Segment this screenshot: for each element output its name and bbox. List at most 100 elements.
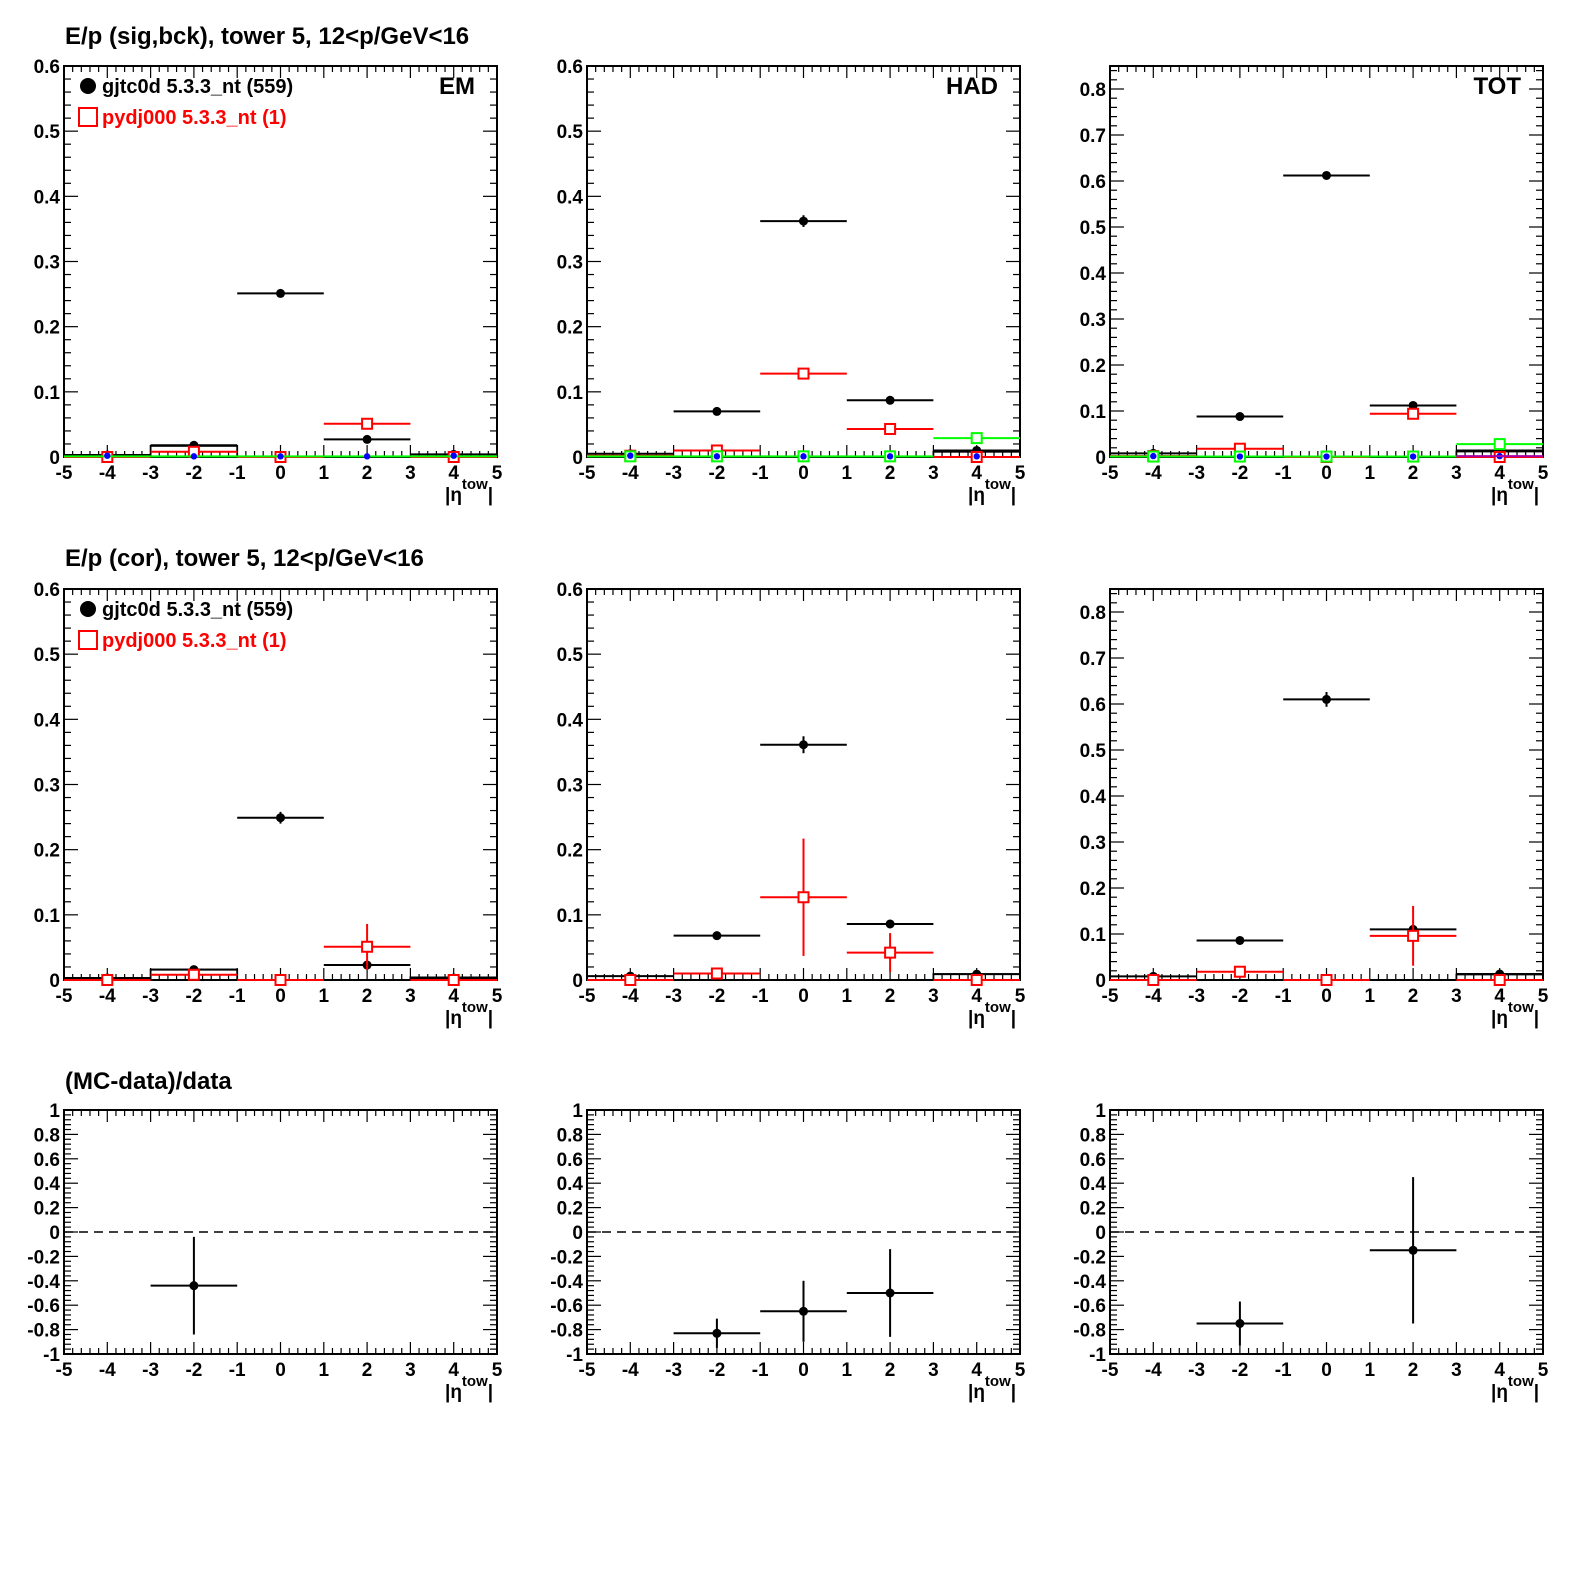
x-axis-title-main: |η (445, 1008, 462, 1029)
x-tick-label: 4 (971, 986, 982, 1007)
y-tick-label: 0 (1095, 971, 1106, 992)
x-tick-label: 3 (1451, 1360, 1462, 1381)
data-point (189, 1281, 199, 1291)
y-tick-label: 0.5 (1080, 741, 1107, 762)
x-tick-label: 2 (885, 1360, 896, 1381)
x-axis-title-sup: tow (985, 1373, 1011, 1390)
x-axis-title: |ηtow| (445, 476, 493, 506)
data-point (1407, 929, 1420, 942)
x-tick-label: -5 (579, 1360, 596, 1381)
data-point (1235, 412, 1245, 422)
x-tick-label: 0 (275, 463, 286, 484)
x-tick-label: -2 (185, 986, 202, 1007)
x-tick-label: 5 (1015, 986, 1026, 1007)
y-tick-label: 0.4 (1080, 1174, 1107, 1195)
x-tick-label: 1 (319, 463, 330, 484)
x-axis-title-end: | (1534, 485, 1539, 506)
x-tick-label: 0 (1321, 463, 1332, 484)
y-tick-label: 1 (1095, 1101, 1106, 1122)
x-tick-label: 4 (1494, 1360, 1505, 1381)
data-point (712, 931, 722, 941)
x-axis-title-sup: tow (462, 1373, 488, 1390)
y-tick-label: 0 (1095, 1223, 1106, 1244)
x-tick-label: -2 (708, 1360, 725, 1381)
y-tick-label: 0.4 (1080, 264, 1107, 285)
data-point (361, 417, 374, 430)
x-axis-title: |ηtow| (968, 476, 1016, 506)
legend-label: pydj000 5.3.3_nt (1) (102, 107, 287, 129)
x-axis-title-main: |η (1491, 1008, 1508, 1029)
x-axis-title-main: |η (1491, 1382, 1508, 1403)
x-tick-label: -1 (752, 463, 769, 484)
x-tick-label: -2 (185, 463, 202, 484)
x-tick-label: 1 (319, 986, 330, 1007)
row-title-ratio: (MC-data)/data (65, 1068, 232, 1095)
y-tick-label: -0.6 (1073, 1296, 1106, 1317)
x-tick-label: 4 (448, 986, 459, 1007)
data-point (713, 453, 721, 460)
x-tick-label: 0 (1321, 986, 1332, 1007)
y-tick-label: 0.1 (1080, 402, 1107, 423)
x-tick-label: -4 (1145, 986, 1162, 1007)
x-tick-label: 4 (1494, 463, 1505, 484)
y-tick-label: 0 (572, 1223, 583, 1244)
x-tick-label: 5 (492, 1360, 503, 1381)
x-axis-title: |ηtow| (445, 999, 493, 1029)
x-tick-label: -1 (229, 463, 246, 484)
x-tick-label: -5 (56, 1360, 73, 1381)
data-point (1407, 407, 1420, 420)
y-tick-label: 0 (572, 971, 583, 992)
x-axis-title-sup: tow (1508, 999, 1534, 1016)
x-tick-label: -3 (142, 463, 159, 484)
x-axis-title-end: | (1534, 1382, 1539, 1403)
y-tick-label: 0.2 (1080, 1199, 1106, 1220)
y-tick-label: 0.4 (557, 1174, 584, 1195)
data-point (886, 453, 894, 460)
x-axis-title-end: | (488, 485, 493, 506)
data-point (712, 1328, 722, 1338)
x-axis-title: |ηtow| (445, 1373, 493, 1403)
x-axis-title-main: |η (445, 485, 462, 506)
x-tick-label: 3 (928, 463, 939, 484)
x-tick-label: -4 (622, 986, 639, 1007)
x-tick-label: -4 (99, 1360, 116, 1381)
y-tick-label: -0.2 (27, 1247, 60, 1268)
x-tick-label: -4 (99, 463, 116, 484)
y-tick-label: -0.6 (27, 1296, 60, 1317)
y-tick-label: 0.4 (34, 710, 61, 731)
y-tick-label: 0.1 (557, 383, 584, 404)
data-point (1236, 453, 1244, 460)
x-tick-label: 0 (275, 1360, 286, 1381)
y-tick-label: 0.3 (1080, 833, 1106, 854)
x-tick-label: 5 (1015, 463, 1026, 484)
x-tick-label: -3 (665, 986, 682, 1007)
data-point (276, 288, 285, 298)
y-tick-label: -0.8 (27, 1321, 60, 1342)
x-tick-label: -3 (1188, 986, 1205, 1007)
panel-sig-had: -5 -4 -3 -2 -1 0 1 2 3 4 5 0 0.1 0.2 0.3 0.4 0.5 0.6 |ηtow… (557, 57, 1026, 506)
row-title-cor: E/p (cor), tower 5, 12<p/GeV<16 (65, 545, 424, 572)
x-tick-label: 5 (492, 986, 503, 1007)
legend-marker-data (80, 601, 96, 617)
x-tick-label: -1 (1275, 1360, 1292, 1381)
y-tick-label: 0.3 (34, 776, 60, 797)
x-tick-label: -1 (752, 1360, 769, 1381)
y-tick-label: 0.3 (557, 253, 583, 274)
x-tick-label: -5 (1102, 986, 1119, 1007)
data-point (884, 946, 897, 959)
y-tick-label: 0 (572, 448, 583, 469)
y-tick-label: 0 (49, 971, 60, 992)
data-point (797, 891, 810, 904)
y-tick-label: 0.8 (1080, 80, 1106, 101)
y-tick-label: 0.2 (34, 1199, 60, 1220)
x-axis-title: |ηtow| (968, 999, 1016, 1029)
x-tick-label: -4 (622, 1360, 639, 1381)
data-point (190, 453, 198, 460)
data-point (799, 216, 808, 226)
x-axis-title-end: | (1011, 485, 1016, 506)
data-point (884, 422, 897, 435)
data-point (799, 1306, 808, 1316)
y-tick-label: 0.6 (34, 580, 60, 601)
x-axis-title: |ηtow| (1491, 476, 1539, 506)
x-axis-title-end: | (488, 1008, 493, 1029)
